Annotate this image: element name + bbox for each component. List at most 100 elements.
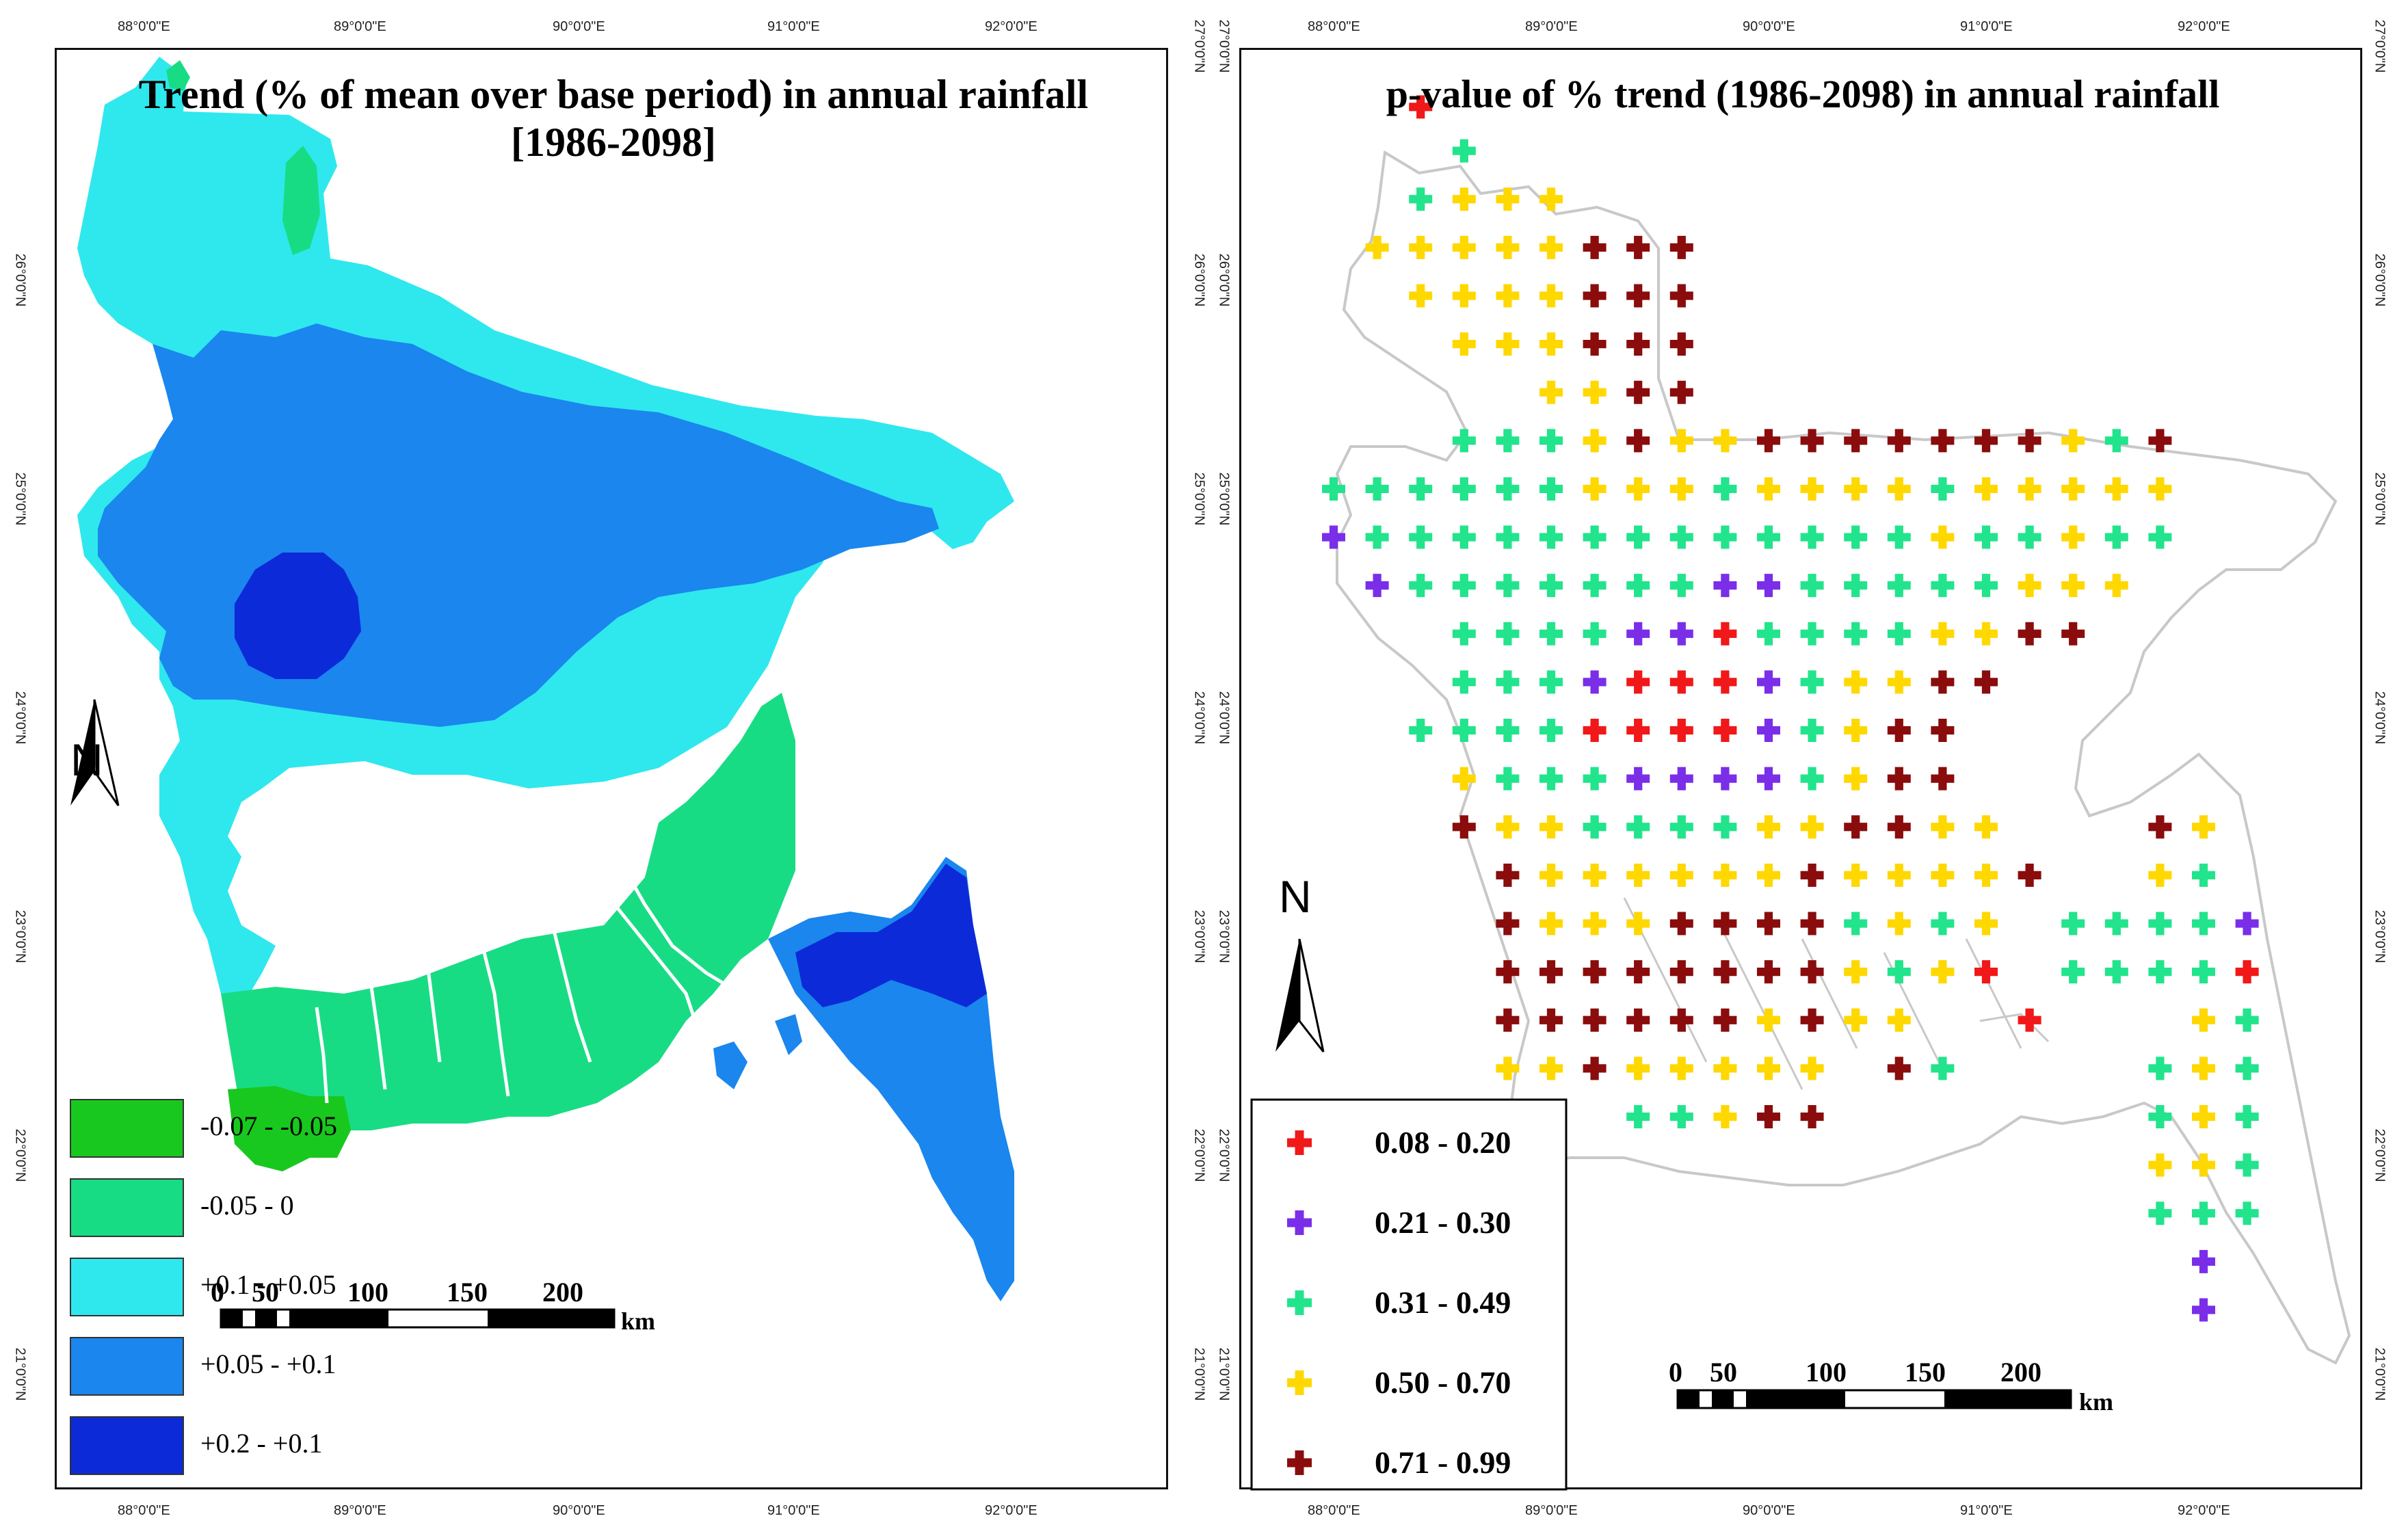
grid-point-green [1539,622,1563,646]
left-lat-tick-right: 23°0'0"N [1191,910,1207,964]
left-legend [70,1099,184,1475]
grid-point-yellow [1757,863,1780,887]
grid-point-green [2235,1153,2259,1177]
grid-point-green [2104,960,2128,984]
grid-point-yellow [1452,284,1476,308]
left-lat-tick-right: 27°0'0"N [1191,19,1207,73]
grid-point-darkred [1800,912,1824,935]
grid-point-green [1583,815,1607,839]
grid-point-green [1844,912,1868,935]
grid-point-green [2148,1202,2172,1225]
grid-point-red [1713,670,1737,694]
grid-point-green [2192,960,2215,984]
grid-point-darkred [1626,332,1650,356]
left-lon-tick-bottom: 90°0'0"E [553,1503,605,1518]
grid-point-yellow [1844,719,1868,743]
left-map-title-line2: [1986-2098] [511,120,716,165]
grid-point-darkred [1887,815,1911,839]
grid-point-purple [1583,670,1607,694]
grid-point-red [1409,95,1433,119]
grid-point-darkred [1583,1057,1607,1080]
left-lon-tick-bottom: 91°0'0"E [767,1503,820,1518]
grid-point-yellow [1974,622,1998,646]
grid-point-green [1496,525,1520,549]
grid-point-green [1626,815,1650,839]
left-lat-tick-left: 25°0'0"N [12,472,28,526]
right-legend-label: 0.21 - 0.30 [1375,1205,1511,1240]
grid-point-yellow [1496,332,1520,356]
grid-point-yellow [2018,574,2041,598]
right-north-arrow [1275,938,1325,1052]
right-lat-tick-left: 27°0'0"N [1216,19,1232,73]
grid-point-darkred [2061,622,2085,646]
grid-point-green [1452,525,1476,549]
right-lat-tick-left: 25°0'0"N [1216,472,1232,526]
grid-point-yellow [1757,815,1780,839]
grid-point-green [1931,574,1955,598]
zone-plus-0.2-plus-0.1-central [235,553,361,679]
grid-point-green [1496,574,1520,598]
grid-point-green [1800,525,1824,549]
grid-point-darkred [1757,912,1780,935]
grid-point-darkred [1626,1008,1650,1032]
grid-point-yellow [1669,1057,1693,1080]
grid-point-darkred [1669,912,1693,935]
left-lon-tick-top: 92°0'0"E [985,19,1037,34]
right-legend-marker [1287,1210,1312,1235]
grid-point-darkred [1669,332,1693,356]
grid-point-yellow [1669,477,1693,501]
grid-point-green [1800,574,1824,598]
right-lat-tick-right: 24°0'0"N [2372,691,2388,745]
trend-map-panel: Trend (% of mean over base period) in an… [55,48,1168,1489]
grid-point-green [1496,719,1520,743]
grid-point-darkred [1626,235,1650,259]
grid-point-yellow [1583,429,1607,453]
grid-point-yellow [1844,960,1868,984]
right-scale-tick-100: 100 [1806,1357,1847,1388]
left-scale-tick-100: 100 [347,1277,388,1307]
grid-point-green [1583,622,1607,646]
grid-point-purple [1322,525,1345,549]
grid-point-yellow [1539,863,1563,887]
right-lon-tick-top: 88°0'0"E [1308,19,1360,34]
right-legend-marker [1287,1130,1312,1155]
left-lat-tick-right: 24°0'0"N [1191,691,1207,745]
grid-point-green [1539,477,1563,501]
zone-plus-0.2-plus-0.1-east [795,864,987,1007]
grid-point-darkred [1887,719,1911,743]
grid-point-darkred [2018,429,2041,453]
grid-point-yellow [1409,235,1433,259]
grid-point-yellow [1931,960,1955,984]
grid-point-yellow [1583,477,1607,501]
grid-point-darkred [1669,284,1693,308]
grid-point-yellow [1496,284,1520,308]
grid-point-red [2235,960,2259,984]
grid-point-green [1452,622,1476,646]
grid-point-yellow [1496,1057,1520,1080]
left-lat-tick-left: 22°0'0"N [12,1128,28,1182]
grid-point-green [1757,622,1780,646]
grid-point-darkred [1931,719,1955,743]
right-legend-marker [1287,1370,1312,1395]
grid-point-green [1887,622,1911,646]
grid-point-darkred [1539,1008,1563,1032]
right-lat-tick-left: 21°0'0"N [1216,1347,1232,1401]
grid-point-green [2148,960,2172,984]
grid-point-yellow [2192,1105,2215,1128]
left-legend-label: -0.05 - 0 [200,1190,294,1221]
grid-point-green [1409,574,1433,598]
left-legend-swatch [70,1258,184,1316]
grid-point-green [1496,767,1520,791]
grid-point-darkred [1800,960,1824,984]
grid-point-red [1669,719,1693,743]
grid-point-yellow [1844,767,1868,791]
left-legend-label: +0.2 - +0.1 [200,1428,323,1459]
grid-point-green [2148,1105,2172,1128]
grid-point-yellow [1539,912,1563,935]
grid-point-darkred [1800,1008,1824,1032]
grid-point-darkred [1669,1008,1693,1032]
right-legend-marker [1287,1290,1312,1315]
grid-point-green [1800,622,1824,646]
grid-point-green [1322,477,1345,501]
grid-point-yellow [1931,525,1955,549]
